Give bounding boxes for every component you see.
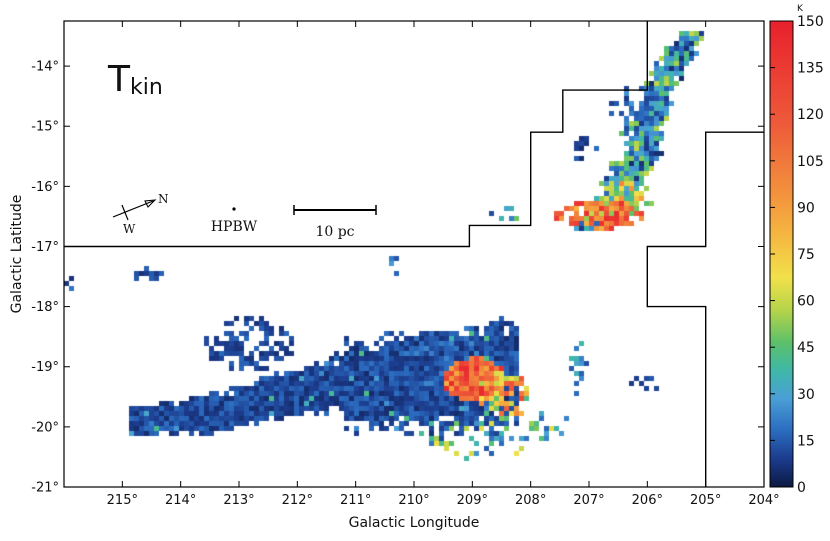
colorbar-tick-label: 45 <box>797 340 815 356</box>
colorbar-tick-label: 30 <box>797 387 815 403</box>
coverage-boundary <box>64 21 764 487</box>
y-tick-label: -14° <box>31 60 59 75</box>
x-tick-label: 214° <box>165 493 196 508</box>
y-tick-label: -21° <box>31 481 59 496</box>
colorbar-ticks: 0 15 30 45 60 75 90 105 120 135 150 <box>770 14 824 496</box>
x-axis-ticks: 215° 214° 213° 212° 211° 210° 209° 208° 207° 206°… <box>107 21 780 508</box>
compass: N W <box>112 192 169 236</box>
x-tick-label: 215° <box>107 493 138 508</box>
x-tick-label: 213° <box>223 493 254 508</box>
colorbar-tick-label: 150 <box>797 14 824 30</box>
x-axis-label: Galactic Longitude <box>349 515 480 531</box>
y-tick-label: -16° <box>31 180 59 195</box>
hpbw-label: HPBW <box>211 219 258 235</box>
colorbar-tick-label: 105 <box>797 154 824 170</box>
colorbar-tick-label: 135 <box>797 61 824 77</box>
scale-bar-label: 10 pc <box>315 224 354 240</box>
y-tick-label: -20° <box>31 420 59 435</box>
x-tick-label: 206° <box>632 493 663 508</box>
x-tick-label: 211° <box>340 493 371 508</box>
coverage-boundary-left <box>64 21 648 248</box>
y-axis-label: Galactic Latitude <box>9 195 25 314</box>
colorbar-tick-label: 120 <box>797 107 824 123</box>
y-tick-label: -19° <box>31 360 59 375</box>
compass-w-label: W <box>123 222 136 236</box>
x-tick-label: 212° <box>282 493 313 508</box>
colorbar-tick-label: 90 <box>797 200 815 216</box>
colorbar-tick-label: 75 <box>797 247 815 263</box>
colorbar-tick-label: 0 <box>797 480 806 496</box>
x-tick-label: 207° <box>573 493 604 508</box>
chart-title-main: T <box>107 59 131 100</box>
x-tick-label: 210° <box>398 493 429 508</box>
compass-n-label: N <box>158 192 169 206</box>
chart-title-sub: kin <box>130 75 163 100</box>
x-tick-label: 208° <box>515 493 546 508</box>
compass-arrowhead <box>144 199 157 208</box>
hpbw-beam-dot <box>232 207 236 211</box>
y-axis-ticks: -14° -15° -16° -17° -18° -19° -20° -21° <box>31 60 764 496</box>
colorbar-tick-label: 60 <box>797 294 815 310</box>
colorbar: K 0 15 30 45 60 75 90 105 120 135 150 <box>769 4 824 496</box>
scale-bar: 10 pc <box>293 205 377 240</box>
y-tick-label: -17° <box>31 240 59 255</box>
colorbar-tick-label: 15 <box>797 433 815 449</box>
coverage-boundary-right <box>646 131 764 487</box>
y-tick-label: -15° <box>31 120 59 135</box>
x-tick-label: 209° <box>457 493 488 508</box>
colorbar-unit: K <box>797 4 804 14</box>
compass-cross <box>121 204 129 221</box>
chart-title: Tkin <box>107 59 163 100</box>
x-tick-label: 204° <box>748 493 779 508</box>
x-tick-label: 205° <box>690 493 721 508</box>
y-tick-label: -18° <box>31 300 59 315</box>
